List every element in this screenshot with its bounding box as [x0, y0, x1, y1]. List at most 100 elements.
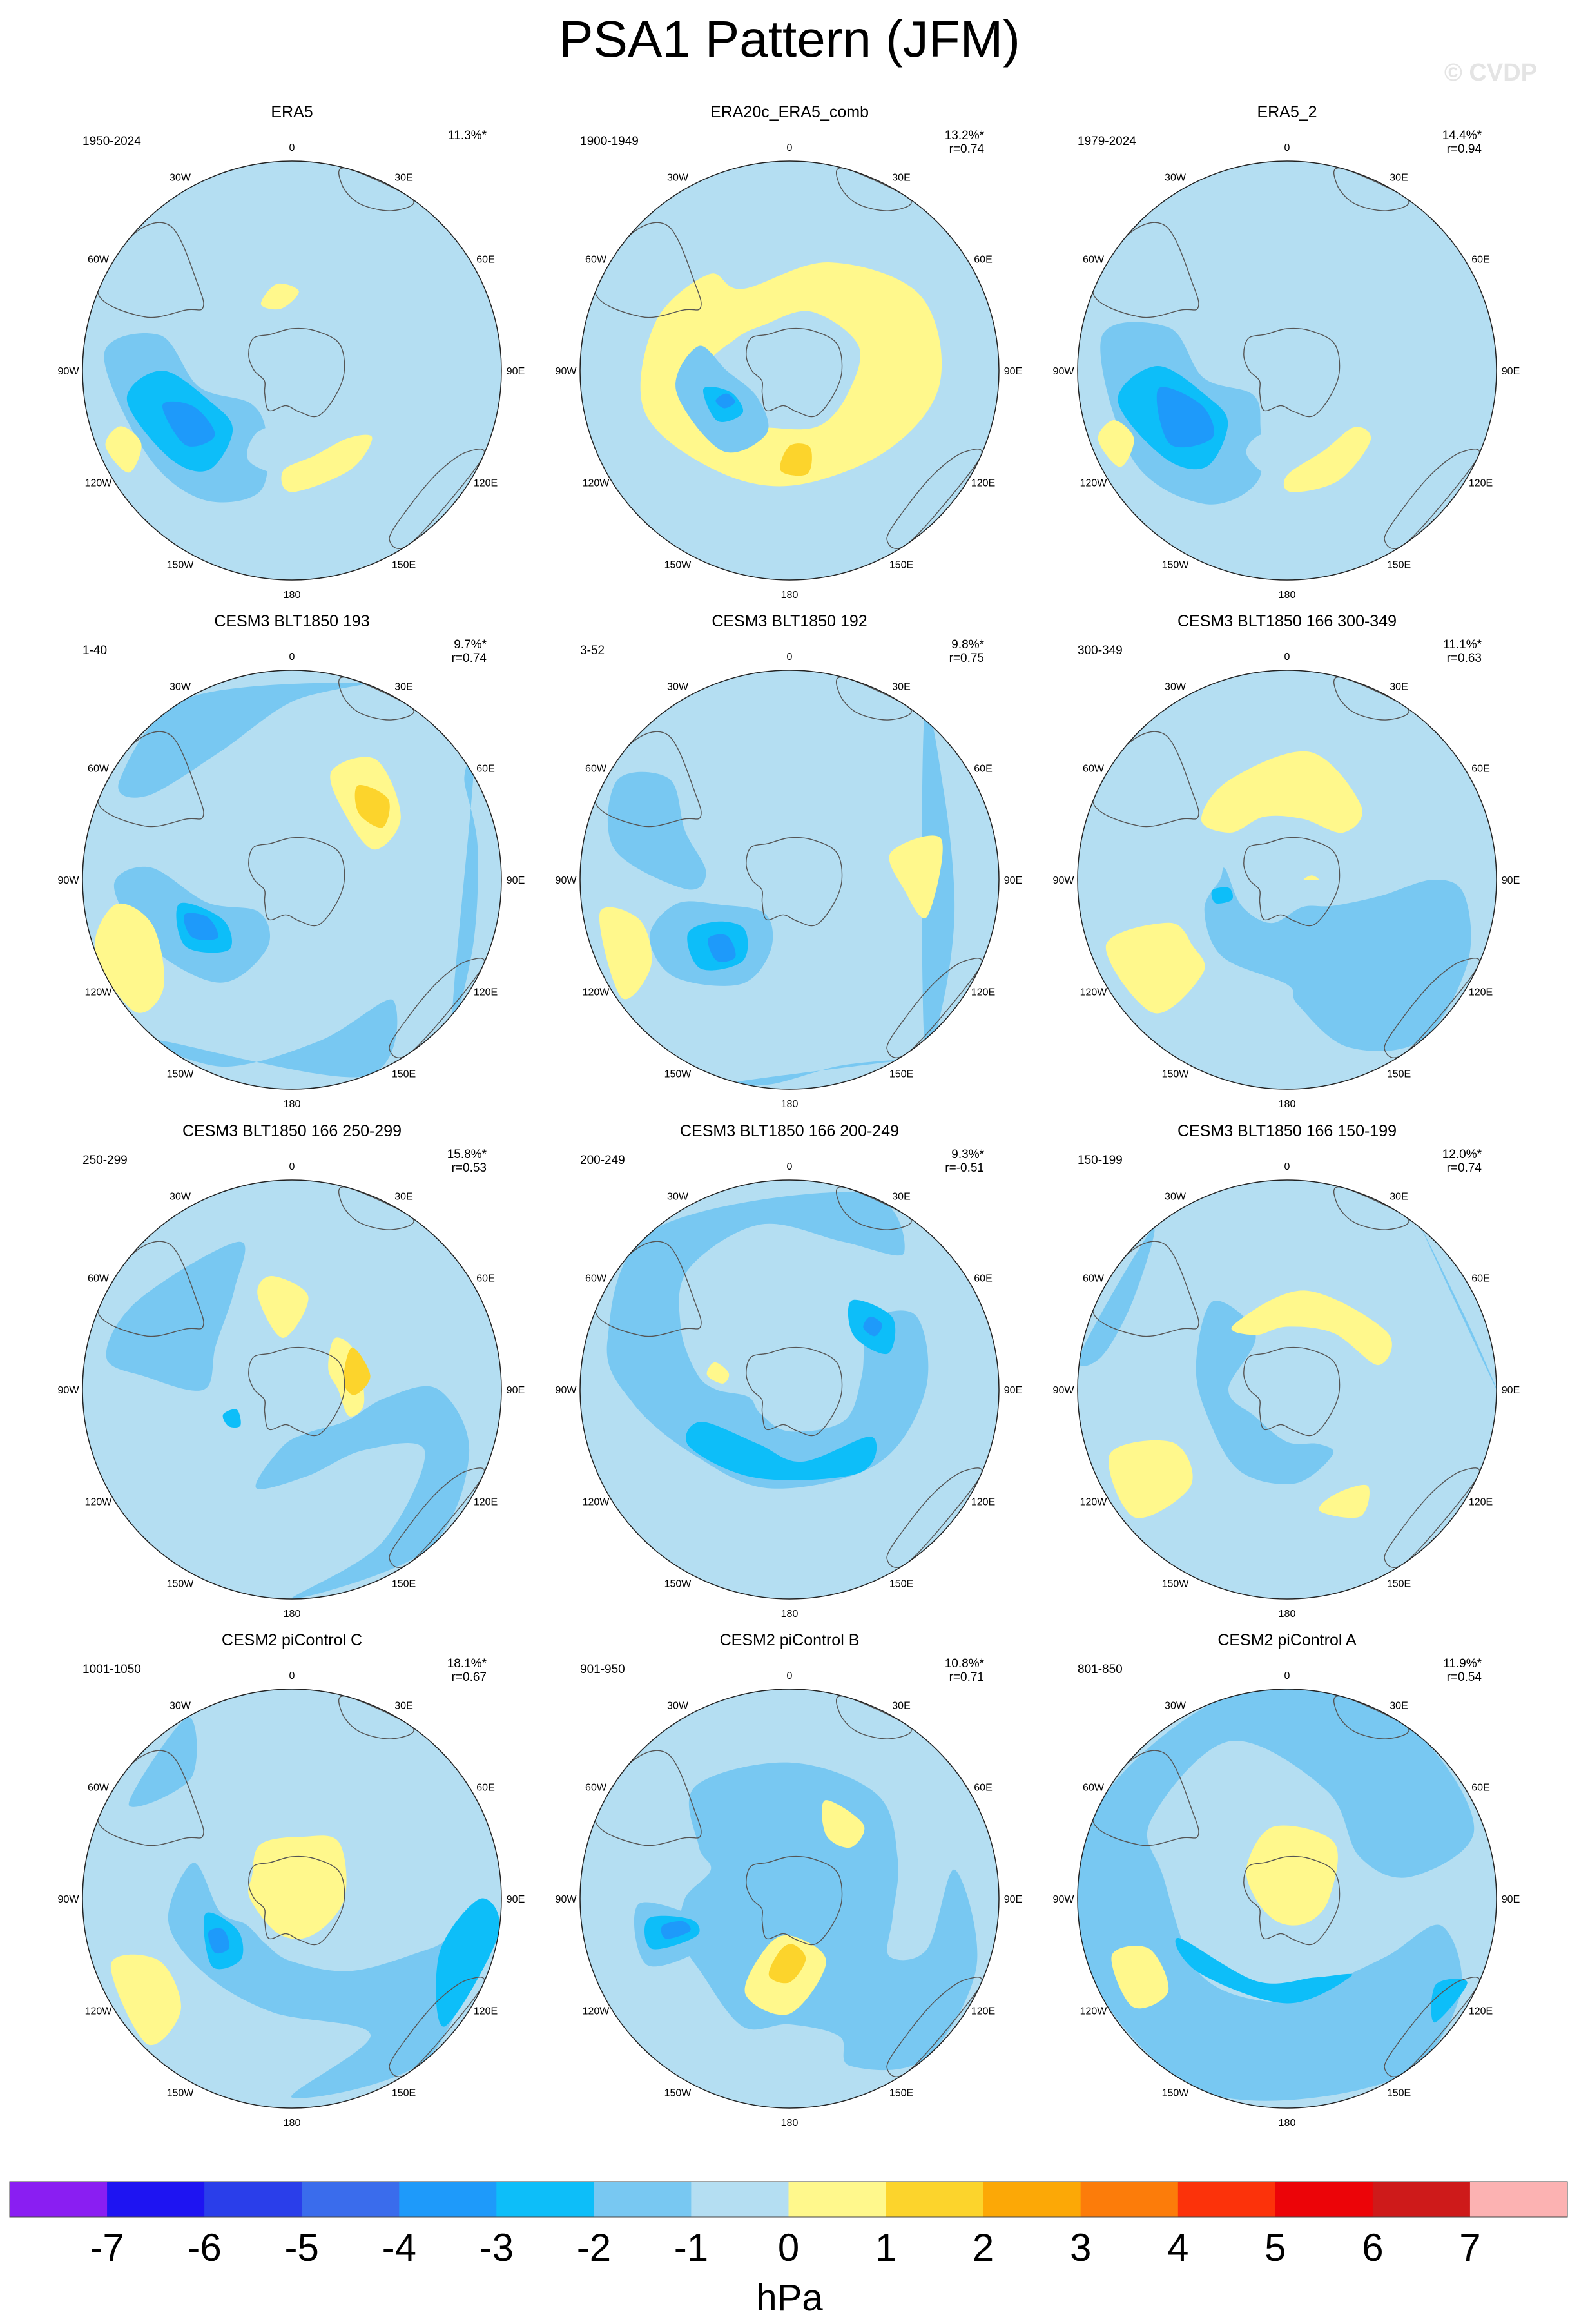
- coastline: [248, 837, 345, 927]
- contour-field: [1078, 161, 1497, 580]
- longitude-label: 150W: [167, 1069, 195, 1080]
- longitude-label: 0: [787, 142, 793, 153]
- map-border: [579, 670, 1000, 1090]
- longitude-label: 30E: [394, 173, 412, 184]
- longitude-label: 60W: [585, 1783, 607, 1794]
- longitude-label: 120W: [85, 2006, 113, 2017]
- contour-region: [1211, 887, 1233, 904]
- longitude-label: 0: [1284, 1161, 1290, 1172]
- contour-field: [82, 161, 501, 580]
- contour-region: [1246, 1825, 1338, 1926]
- longitude-label: 150E: [889, 2088, 913, 2099]
- longitude-label: 60W: [585, 1273, 607, 1284]
- contour-region: [661, 1921, 691, 1939]
- contour-region: [768, 1944, 806, 1984]
- map-panel: 0 30E 60E 90E 120E 150E 180 150W 120W 90W 60W 30W CE…: [58, 612, 525, 1110]
- longitude-label: 120E: [474, 2006, 498, 2017]
- longitude-label: 90E: [507, 366, 525, 377]
- panel-variance: 11.1%*: [1443, 638, 1482, 652]
- contour-field: [580, 1689, 999, 2108]
- longitude-label: 90W: [1053, 1894, 1075, 1905]
- longitude-label: 120E: [971, 2006, 995, 2017]
- colorbar-label: -2: [577, 2226, 611, 2269]
- panel-period: 200-249: [580, 1154, 625, 1167]
- panel-grid: 0 30E 60E 90E 120E 150E 180 150W 120W 90W 60W 30W ER…: [58, 103, 1520, 2129]
- longitude-label: 30E: [892, 1192, 910, 1203]
- panel-title: CESM3 BLT1850 193: [214, 612, 369, 630]
- longitude-label: 30W: [1165, 682, 1187, 693]
- panel-variance: 10.8%*: [945, 1657, 985, 1670]
- contour-region: [94, 903, 164, 1013]
- panel-title: CESM3 BLT1850 166 300-349: [1177, 612, 1397, 630]
- contour-region: [821, 1800, 865, 1848]
- longitude-label: 150E: [1387, 2088, 1411, 2099]
- longitude-label: 60W: [88, 764, 110, 775]
- contour-region: [152, 999, 398, 1078]
- longitude-label: 30E: [1390, 1192, 1408, 1203]
- longitude-label: 120W: [583, 1497, 610, 1508]
- panel-correlation: r=0.75: [949, 652, 984, 665]
- contour-region: [452, 756, 478, 1022]
- longitude-label: 150W: [1162, 2088, 1190, 2099]
- contour-region: [247, 400, 394, 476]
- map-panel: 0 30E 60E 90E 120E 150E 180 150W 120W 90W 60W 30W CE…: [556, 612, 1023, 1110]
- contour-region: [889, 835, 943, 918]
- longitude-label: 0: [289, 1670, 295, 1681]
- longitude-label: 120W: [583, 478, 610, 489]
- colorbar-swatch: [1080, 2182, 1179, 2217]
- contour-region: [580, 670, 999, 1089]
- contour-field: [82, 1689, 501, 2108]
- longitude-label: 30W: [170, 1701, 191, 1712]
- map-border: [82, 670, 502, 1090]
- longitude-label: 90E: [1502, 1894, 1520, 1905]
- colorbar-swatch: [886, 2182, 984, 2217]
- panel-period: 1900-1949: [580, 135, 639, 148]
- longitude-label: 0: [1284, 652, 1290, 663]
- coastline: [746, 1346, 843, 1437]
- longitude-label: 120E: [1469, 478, 1493, 489]
- figure-title: PSA1 Pattern (JFM): [559, 10, 1020, 68]
- contour-region: [208, 1928, 230, 1954]
- coastline: [1243, 1855, 1341, 1946]
- longitude-label: 180: [781, 1099, 799, 1110]
- longitude-label: 150W: [167, 1579, 195, 1590]
- contour-region: [686, 1421, 877, 1480]
- contour-region: [281, 434, 373, 492]
- contour-region: [1431, 1979, 1468, 2023]
- longitude-label: 120W: [583, 2006, 610, 2017]
- panel-variance: 15.8%*: [447, 1148, 487, 1161]
- contour-region: [706, 1362, 730, 1384]
- contour-region: [708, 934, 736, 962]
- longitude-label: 90W: [556, 1894, 577, 1905]
- longitude-label: 150E: [392, 560, 416, 571]
- contour-region: [118, 683, 367, 798]
- contour-region: [606, 1192, 929, 1489]
- longitude-label: 150E: [1387, 560, 1411, 571]
- contour-region: [1175, 1938, 1353, 2004]
- longitude-label: 60E: [974, 1273, 992, 1284]
- colorbar-label: -5: [285, 2226, 319, 2269]
- map-panel: 0 30E 60E 90E 120E 150E 180 150W 120W 90W 60W 30W ER…: [1053, 103, 1520, 601]
- colorbar-label: 2: [973, 2226, 994, 2269]
- longitude-label: 60W: [585, 764, 607, 775]
- longitude-label: 30W: [170, 1192, 191, 1203]
- longitude-label: 120E: [971, 1497, 995, 1508]
- longitude-label: 90W: [58, 1894, 80, 1905]
- map-panel: 0 30E 60E 90E 120E 150E 180 150W 120W 90W 60W 30W CE…: [1053, 612, 1520, 1110]
- watermark: © CVDP: [1444, 59, 1537, 86]
- map-panel: 0 30E 60E 90E 120E 150E 180 150W 120W 90W 60W 30W CE…: [1053, 1631, 1520, 2129]
- longitude-label: 60E: [476, 255, 494, 266]
- longitude-label: 90E: [1502, 875, 1520, 886]
- longitude-label: 60E: [476, 764, 494, 775]
- panel-correlation: r=0.94: [1447, 142, 1482, 156]
- longitude-label: 150E: [1387, 1579, 1411, 1590]
- contour-region: [1303, 875, 1319, 880]
- map-border: [579, 1179, 1000, 1600]
- panel-period: 1950-2024: [82, 135, 141, 148]
- longitude-label: 30E: [394, 1192, 412, 1203]
- panel-title: CESM3 BLT1850 166 150-199: [1177, 1122, 1397, 1140]
- longitude-label: 30W: [667, 1701, 689, 1712]
- coastline: [1243, 327, 1341, 418]
- map-panel: 0 30E 60E 90E 120E 150E 180 150W 120W 90W 60W 30W ER…: [58, 103, 525, 601]
- colorbar: -7 -6 -5 -4 -3 -2 -1 0 1 2 3 4 5 6 7: [9, 2181, 1568, 2269]
